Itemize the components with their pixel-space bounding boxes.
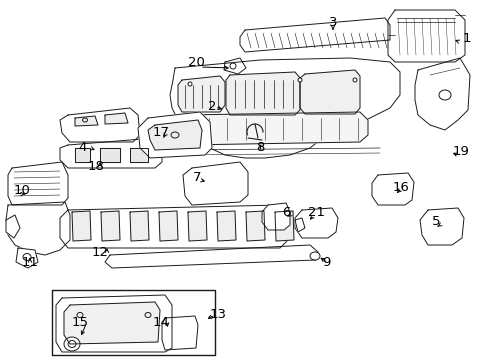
Polygon shape [105,245,317,268]
Text: 2: 2 [207,100,216,113]
Ellipse shape [309,252,319,260]
Polygon shape [101,211,120,241]
Text: 14: 14 [152,315,169,328]
Text: 15: 15 [71,315,88,328]
Text: 3: 3 [328,15,337,28]
Text: 11: 11 [22,256,39,269]
Polygon shape [262,203,289,230]
Text: 9: 9 [321,256,330,270]
Text: 5: 5 [431,216,440,229]
Text: 21: 21 [307,207,325,220]
Polygon shape [72,211,91,241]
Text: 16: 16 [392,181,409,194]
Ellipse shape [297,78,302,82]
Polygon shape [16,248,38,268]
Polygon shape [371,173,413,205]
Text: 1: 1 [462,31,470,45]
Ellipse shape [64,337,80,351]
Ellipse shape [187,82,192,86]
Polygon shape [387,10,464,62]
Text: 10: 10 [14,184,31,198]
Polygon shape [60,205,287,248]
Polygon shape [130,211,149,241]
Polygon shape [75,148,90,162]
Polygon shape [75,116,98,126]
Text: 8: 8 [256,141,264,154]
Polygon shape [183,162,247,205]
Polygon shape [100,148,120,162]
Polygon shape [274,211,293,241]
Polygon shape [6,202,70,255]
Polygon shape [225,72,299,115]
Text: 18: 18 [87,161,104,174]
Polygon shape [138,112,212,158]
Polygon shape [162,316,198,350]
Polygon shape [148,120,202,150]
Polygon shape [299,70,359,114]
Polygon shape [245,211,264,241]
Polygon shape [64,302,160,344]
Polygon shape [52,290,215,355]
Text: 20: 20 [187,57,204,69]
Text: 4: 4 [79,141,87,154]
Polygon shape [159,211,178,241]
Polygon shape [60,138,162,168]
Text: 6: 6 [282,207,290,220]
Text: 12: 12 [91,247,108,260]
Polygon shape [56,295,172,352]
Polygon shape [294,208,337,238]
Polygon shape [177,112,367,145]
Polygon shape [130,148,148,162]
Polygon shape [240,18,389,52]
Polygon shape [178,76,224,112]
Polygon shape [170,58,399,158]
Polygon shape [187,211,206,241]
Polygon shape [217,211,236,241]
Text: 7: 7 [193,171,201,184]
Text: 17: 17 [152,126,169,139]
Text: 19: 19 [452,145,469,158]
Polygon shape [60,108,140,142]
Text: 13: 13 [209,309,226,321]
Polygon shape [419,208,463,245]
Polygon shape [414,58,469,130]
Polygon shape [8,162,68,205]
Polygon shape [105,113,128,124]
Polygon shape [294,218,305,232]
Ellipse shape [352,78,356,82]
Polygon shape [6,215,20,238]
Polygon shape [224,58,245,74]
